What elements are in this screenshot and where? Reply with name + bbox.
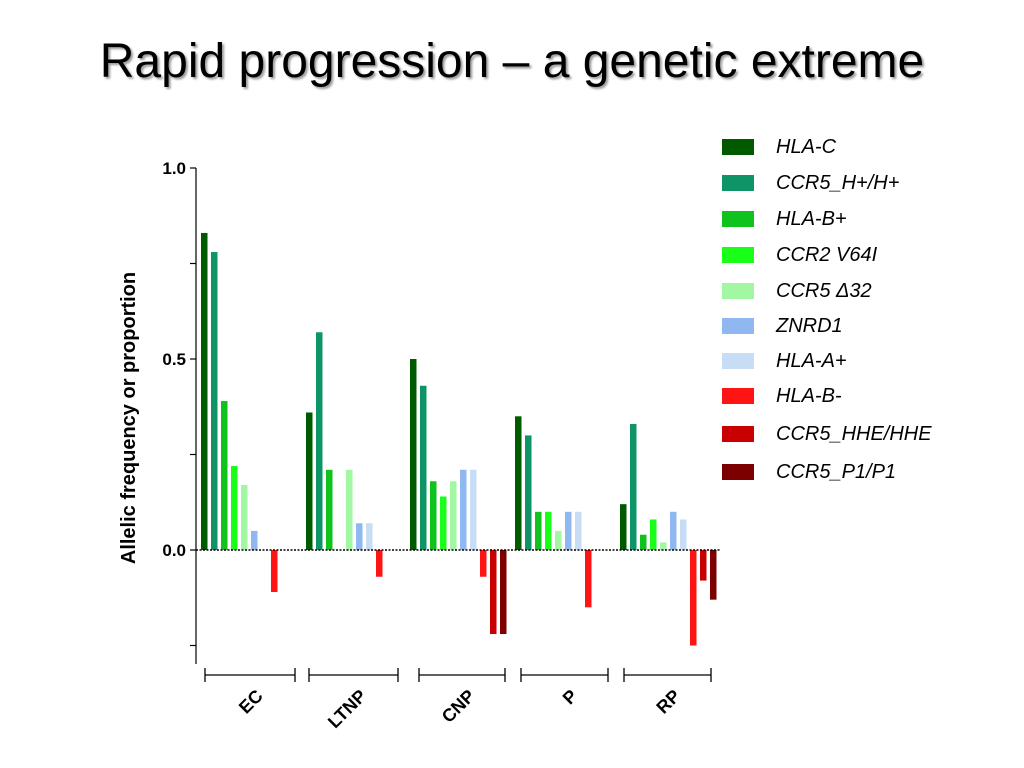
x-category-label: EC (235, 686, 267, 718)
bar-rp-8 (690, 550, 697, 646)
legend-label: CCR5_P1/P1 (776, 461, 897, 483)
legend-swatch (722, 388, 754, 404)
legend-swatch (722, 175, 754, 191)
legend-swatch (722, 283, 754, 299)
bar-cnp-10 (500, 550, 507, 635)
bar-cnp-6 (460, 469, 467, 550)
bar-rp-10 (710, 550, 717, 600)
x-category-label: CNP (438, 686, 479, 727)
bar-ltnp-7 (366, 523, 373, 550)
x-category-label: P (559, 686, 582, 709)
y-tick-label: 1.0 (162, 159, 186, 178)
legend-label: CCR5_H+/H+ (776, 172, 900, 194)
bar-p-1 (515, 416, 522, 550)
bar-cnp-9 (490, 550, 497, 635)
legend-swatch (722, 353, 754, 369)
legend-label: HLA-C (776, 136, 837, 158)
bar-ec-2 (211, 252, 218, 551)
legend-swatch (722, 318, 754, 334)
bar-ec-1 (201, 232, 208, 550)
bar-cnp-2 (420, 385, 427, 550)
bar-rp-7 (680, 519, 687, 550)
bar-rp-1 (620, 504, 627, 550)
slide-title: Rapid progression – a genetic extreme (99, 35, 925, 88)
x-category-label: RP (652, 686, 684, 718)
legend-label: CCR5 Δ32 (776, 280, 872, 302)
legend-label: CCR5_HHE/HHE (776, 423, 932, 445)
bar-rp-3 (640, 534, 647, 550)
legend-label: HLA-B+ (776, 208, 847, 230)
bar-ltnp-6 (356, 523, 363, 550)
bar-rp-5 (660, 542, 667, 550)
bar-p-2 (525, 435, 532, 550)
bar-cnp-5 (450, 481, 457, 550)
bar-rp-9 (700, 550, 707, 581)
legend-label: ZNRD1 (776, 315, 843, 337)
bar-p-3 (535, 511, 542, 550)
bar-ltnp-3 (326, 469, 333, 550)
x-category-label: LTNP (324, 686, 370, 732)
y-axis-label: Allelic frequency or proportion (118, 272, 140, 564)
bar-ltnp-8 (376, 550, 383, 577)
y-tick-label: 0.0 (162, 541, 186, 560)
bar-p-5 (555, 530, 562, 550)
bar-p-6 (565, 511, 572, 550)
bar-ec-5 (241, 485, 248, 550)
bar-ec-6 (251, 530, 258, 550)
bar-rp-2 (630, 423, 637, 550)
bars-group (201, 232, 717, 646)
bar-ltnp-5 (346, 469, 353, 550)
legend-label: HLA-B- (776, 385, 842, 407)
bar-cnp-4 (440, 496, 447, 550)
bar-cnp-1 (410, 359, 417, 550)
bar-ltnp-2 (316, 332, 323, 550)
bar-rp-6 (670, 511, 677, 550)
legend-swatch (722, 139, 754, 155)
legend-label: CCR2 V64I (776, 244, 878, 266)
y-tick-label: 0.5 (162, 350, 186, 369)
axes-group: 1.0 0.5 0.0 Allelic frequency or proportion… (118, 159, 720, 732)
legend-swatch (722, 464, 754, 480)
bar-ltnp-1 (306, 412, 313, 550)
bar-p-7 (575, 511, 582, 550)
bar-ec-4 (231, 465, 238, 550)
bar-cnp-7 (470, 469, 477, 550)
legend-swatch (722, 211, 754, 227)
bar-p-8 (585, 550, 592, 608)
bar-p-4 (545, 511, 552, 550)
bar-ec-3 (221, 401, 228, 550)
bar-cnp-3 (430, 481, 437, 550)
bar-ec-8 (271, 550, 278, 593)
legend-swatch (722, 426, 754, 442)
bar-cnp-8 (480, 550, 487, 577)
legend-swatch (722, 247, 754, 263)
legend-label: HLA-A+ (776, 350, 847, 372)
bar-rp-4 (650, 519, 657, 550)
